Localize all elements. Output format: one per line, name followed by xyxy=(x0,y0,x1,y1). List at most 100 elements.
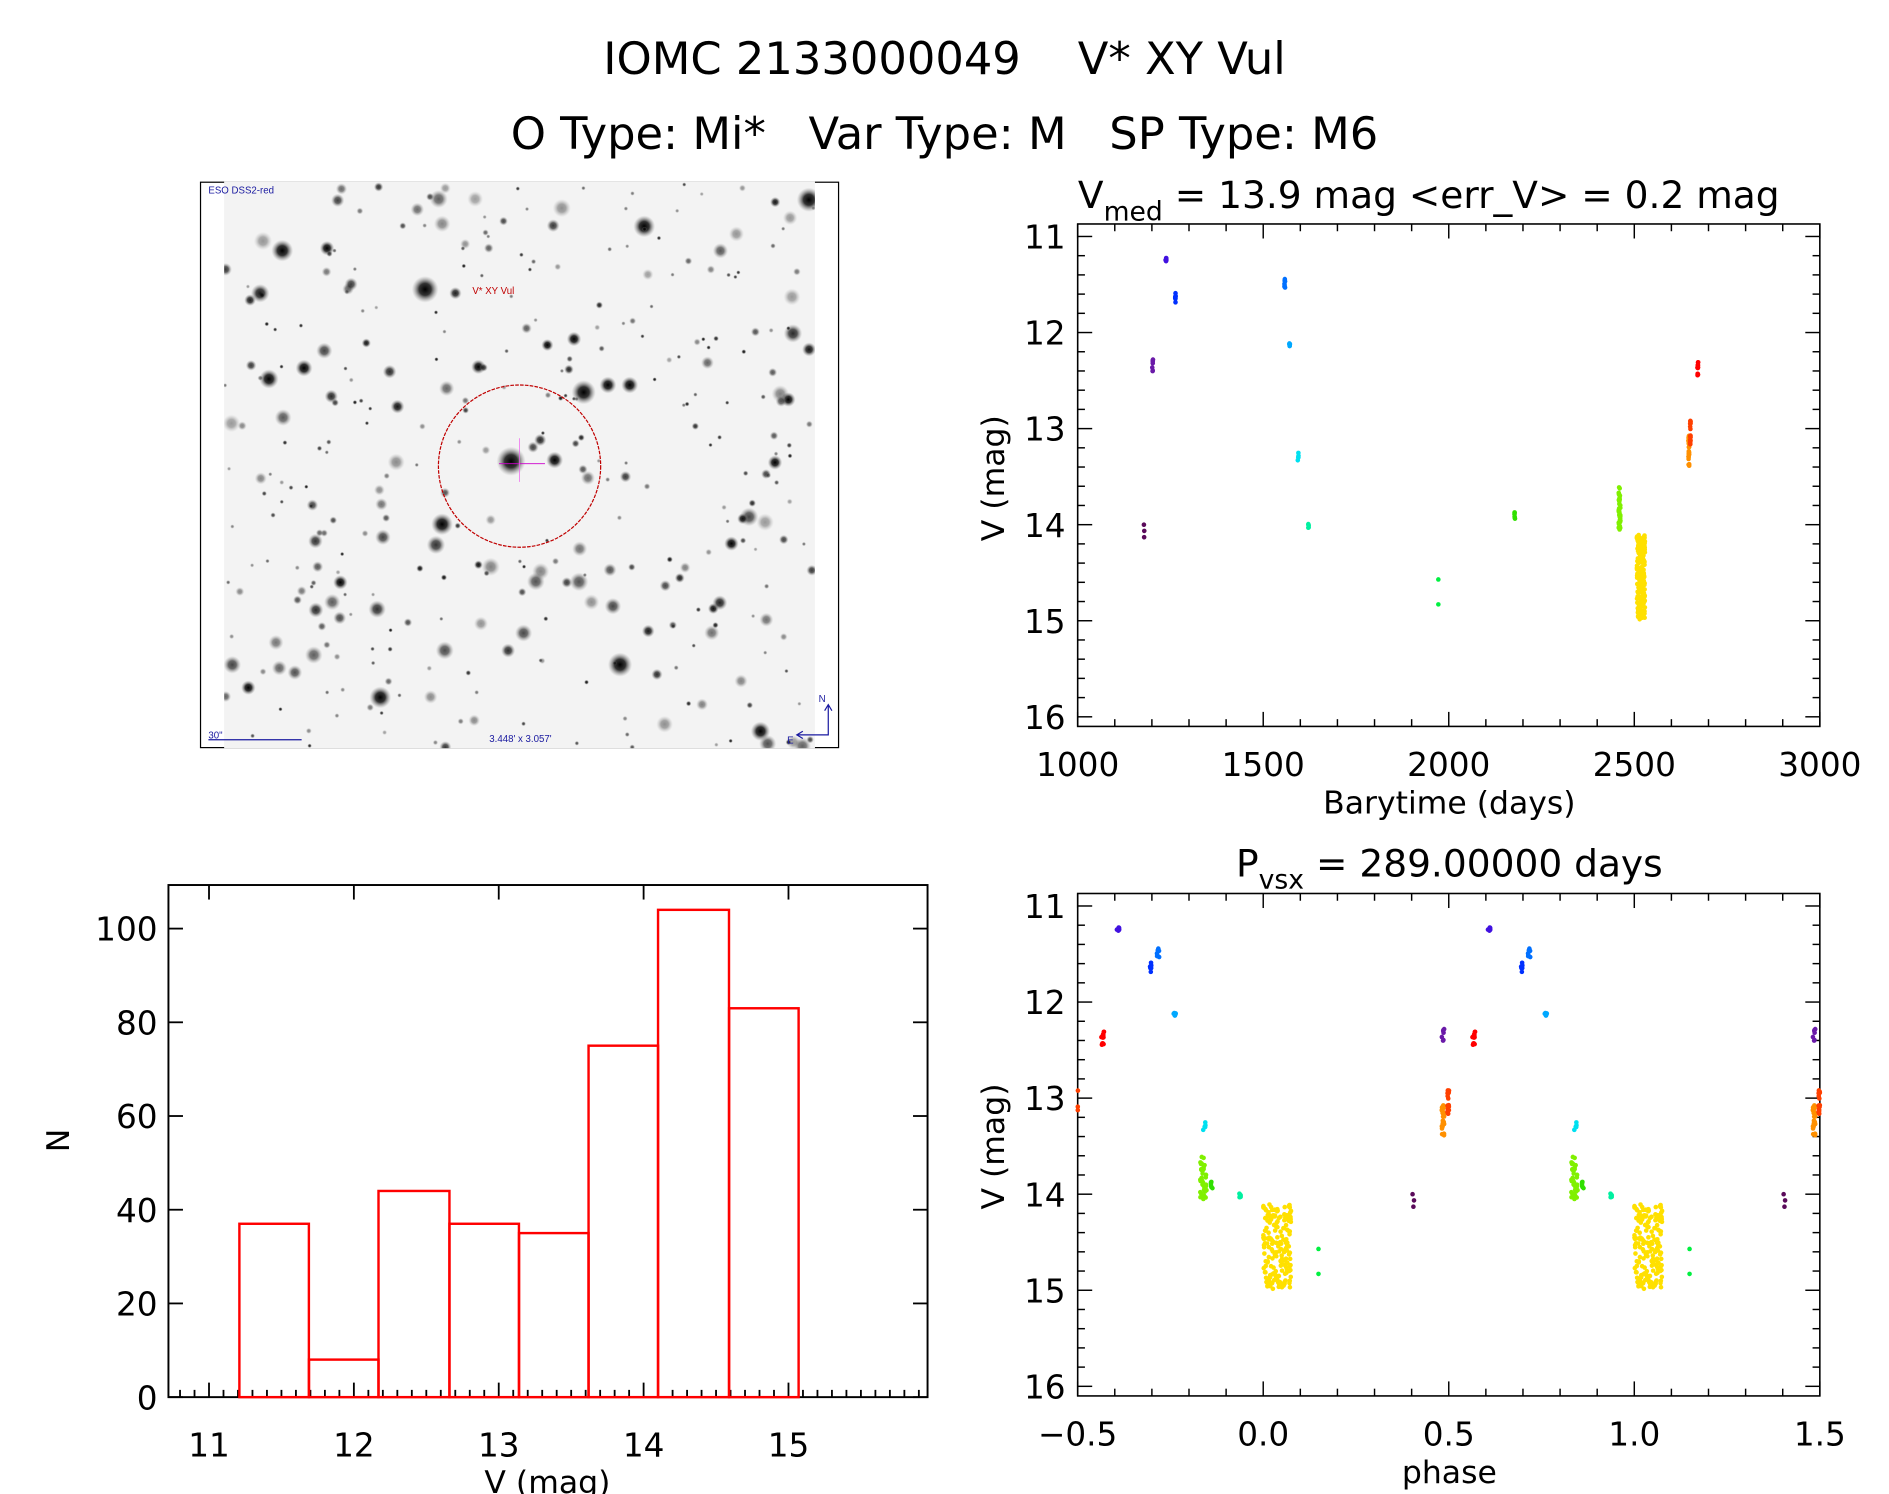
star xyxy=(279,499,284,505)
star xyxy=(546,451,564,469)
star xyxy=(344,289,350,295)
star xyxy=(521,564,527,569)
star xyxy=(713,335,719,342)
phase-point xyxy=(1275,1235,1280,1240)
plot-frame xyxy=(1076,892,1821,1397)
phase-point xyxy=(1282,1204,1288,1210)
star xyxy=(379,710,384,716)
x-tick-label: 3000 xyxy=(1778,746,1861,784)
phase-point xyxy=(1410,1191,1415,1197)
phase-point xyxy=(1204,1187,1209,1193)
star xyxy=(773,479,780,486)
star xyxy=(622,715,628,722)
star xyxy=(333,611,347,625)
phase-point xyxy=(1272,1214,1277,1219)
star xyxy=(767,455,783,470)
phase-plot-xlabel: phase xyxy=(1402,1455,1497,1491)
star xyxy=(527,441,539,453)
phase-point xyxy=(1288,1267,1293,1273)
data-point xyxy=(1642,539,1648,544)
phase-point xyxy=(1279,1260,1284,1265)
star xyxy=(572,541,588,557)
star xyxy=(250,733,255,739)
star xyxy=(674,572,685,583)
star xyxy=(456,439,462,445)
star xyxy=(782,210,798,226)
star xyxy=(257,375,264,381)
star xyxy=(481,557,500,576)
star xyxy=(403,618,413,627)
star xyxy=(485,514,497,526)
data-point xyxy=(1687,421,1693,427)
phase-point xyxy=(1638,1220,1644,1225)
data-point xyxy=(1686,451,1692,457)
star xyxy=(334,713,340,719)
phase-point xyxy=(1573,1124,1579,1129)
star xyxy=(482,229,489,236)
phase-point xyxy=(1279,1233,1285,1239)
star xyxy=(569,572,589,592)
data-point xyxy=(1636,566,1642,571)
star xyxy=(783,288,801,306)
phase-point xyxy=(1659,1219,1665,1225)
phase-point xyxy=(1643,1214,1648,1219)
star xyxy=(483,243,494,254)
data-point xyxy=(1141,528,1147,534)
phase-point xyxy=(1649,1229,1654,1234)
phase-point xyxy=(1445,1090,1450,1096)
east-label: E xyxy=(787,735,794,746)
compass-arrows xyxy=(795,703,833,740)
star xyxy=(786,442,793,449)
star xyxy=(432,739,439,746)
star xyxy=(434,357,439,362)
star xyxy=(323,641,331,649)
phase-point xyxy=(1272,1228,1278,1233)
star xyxy=(641,226,648,232)
data-point xyxy=(1436,577,1441,582)
phase-point xyxy=(1632,1244,1638,1250)
data-point xyxy=(1635,594,1640,599)
histogram-bar xyxy=(238,1222,311,1399)
star xyxy=(705,548,713,556)
phase-point xyxy=(1440,1109,1446,1115)
star xyxy=(811,206,815,211)
star xyxy=(701,336,706,342)
star xyxy=(449,286,462,300)
star xyxy=(783,324,803,343)
star xyxy=(501,643,516,658)
star xyxy=(712,621,719,629)
star xyxy=(712,243,729,259)
star-field xyxy=(224,182,815,749)
histogram-bar xyxy=(377,1189,451,1399)
star xyxy=(499,216,508,226)
phase-point xyxy=(1287,1284,1293,1290)
y-tick-label: 20 xyxy=(116,1286,158,1324)
star xyxy=(414,462,419,468)
phase-point xyxy=(1636,1259,1642,1264)
phase-point xyxy=(1650,1253,1656,1258)
star xyxy=(265,558,270,564)
phase-point xyxy=(1411,1198,1417,1203)
data-point xyxy=(1141,522,1147,528)
star xyxy=(224,414,241,433)
field-size-label: 3.448' x 3.057' xyxy=(489,734,551,745)
phase-point xyxy=(1609,1194,1615,1200)
scale-bar-label: 30" xyxy=(208,731,223,742)
x-tick-label: 1000 xyxy=(1036,746,1119,784)
phase-point xyxy=(1440,1104,1446,1109)
star xyxy=(335,569,341,575)
phase-point xyxy=(1471,1034,1477,1040)
data-point xyxy=(1295,454,1301,460)
phase-point xyxy=(1646,1235,1651,1240)
star xyxy=(224,655,242,674)
phase-point xyxy=(1572,1155,1577,1161)
star xyxy=(224,383,228,388)
star xyxy=(691,422,700,430)
star xyxy=(508,294,514,299)
y-tick-label: 60 xyxy=(116,1098,158,1136)
phase-point xyxy=(1283,1222,1289,1228)
star xyxy=(245,360,257,371)
star xyxy=(742,470,749,477)
phase-point xyxy=(1276,1249,1282,1254)
